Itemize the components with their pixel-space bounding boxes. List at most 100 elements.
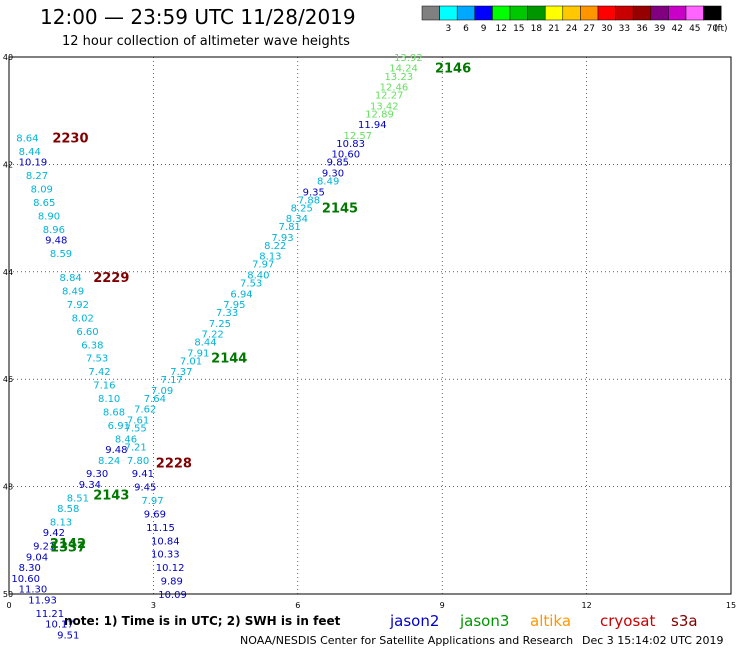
wave-height-value: 10.09 [158, 590, 187, 601]
wave-height-value: 8.44 [19, 147, 41, 158]
wave-height-value: 7.21 [125, 442, 147, 453]
mission-legend-item: s3a [671, 612, 698, 630]
lat-tick-label: 40 [3, 53, 13, 62]
wave-height-observations: 13.9214.2413.2312.4612.2713.4212.8911.94… [11, 53, 422, 641]
wave-height-value: 7.16 [93, 381, 115, 392]
wave-height-value: 11.93 [28, 595, 57, 606]
wave-height-value: 7.53 [86, 354, 108, 365]
scale-swatch [615, 5, 634, 21]
scale-tick-label: 15 [513, 24, 524, 34]
wave-height-value: 6.38 [81, 340, 103, 351]
wave-height-value: 9.42 [43, 528, 65, 539]
wave-height-value: 7.53 [240, 279, 262, 290]
wave-height-value: 7.88 [298, 195, 320, 206]
wave-height-value: 7.95 [223, 300, 245, 311]
lon-tick-label: 15 [726, 601, 736, 610]
lat-tick-label: 46 [3, 375, 13, 384]
wave-height-value: 9.30 [322, 168, 344, 179]
wave-height-value: 8.30 [19, 563, 41, 574]
wave-height-value: 9.69 [144, 509, 166, 520]
wave-height-value: 6.94 [230, 289, 252, 300]
wave-height-value: 7.09 [151, 386, 173, 397]
pass-number-label: 2145 [322, 201, 358, 216]
wave-height-value: 8.90 [38, 211, 60, 222]
scale-swatch [562, 5, 581, 21]
wave-height-value: 10.12 [156, 563, 185, 574]
scale-swatch [650, 5, 669, 21]
lon-tick-label: 6 [295, 601, 300, 610]
scale-tick-label: 21 [548, 24, 559, 34]
wave-height-value: 8.25 [291, 203, 313, 214]
wave-height-value: 7.37 [170, 367, 192, 378]
wave-height-value: 7.80 [127, 456, 149, 467]
wave-height-value: 8.64 [16, 134, 38, 145]
wave-height-value: 8.46 [115, 434, 137, 445]
scale-tick-label: 30 [601, 24, 613, 34]
footer-note: note: 1) Time is in UTC; 2) SWH is in fe… [64, 614, 341, 628]
wave-height-value: 11.15 [146, 523, 175, 534]
scale-swatch [703, 5, 722, 21]
wave-height-value: 9.51 [57, 630, 79, 641]
scale-tick-label: 39 [654, 24, 666, 34]
wave-height-value: 7.62 [134, 405, 156, 416]
lat-tick-label: 42 [3, 160, 13, 169]
wave-height-value: 7.92 [67, 300, 89, 311]
wave-height-value: 8.49 [317, 177, 339, 188]
wave-height-value: 9.30 [86, 469, 108, 480]
wave-height-value: 10.19 [19, 158, 48, 169]
scale-tick-label: 9 [481, 24, 487, 34]
longitude-labels: 0 3 6 9 12 15 [6, 601, 736, 610]
wave-height-value: 14.24 [389, 64, 418, 75]
wave-height-value: 8.13 [259, 252, 281, 263]
lon-tick-label: 12 [582, 601, 592, 610]
wave-height-value: 7.22 [202, 330, 224, 341]
wave-height-value: 6.91 [108, 421, 130, 432]
wave-height-value: 11.94 [358, 120, 387, 131]
wave-height-value: 12.57 [344, 131, 373, 142]
lat-tick-label: 50 [3, 590, 13, 599]
wave-height-value: 7.93 [271, 233, 293, 244]
scale-tick-label: 36 [636, 24, 648, 34]
mission-legend-item: cryosat [600, 612, 655, 630]
wave-height-value: 13.23 [384, 72, 413, 83]
mission-legend-item: jason3 [459, 612, 509, 630]
wave-height-value: 12.89 [365, 109, 394, 120]
scale-swatch [421, 5, 440, 21]
wave-height-value: 7.97 [141, 496, 163, 507]
scale-swatch [668, 5, 687, 21]
pass-number-label: 2142 [50, 537, 86, 552]
wave-height-value: 8.49 [62, 287, 84, 298]
wave-height-value: 7.97 [252, 260, 274, 271]
pass-number-label: 1337 [50, 541, 86, 556]
wave-height-value: 10.60 [331, 150, 360, 161]
scale-tick-label: 12 [495, 24, 506, 34]
wave-height-value: 7.17 [161, 375, 183, 386]
wave-height-value: 11.21 [35, 609, 64, 620]
wave-height-value: 9.04 [26, 552, 48, 563]
lon-tick-label: 9 [440, 601, 445, 610]
scale-swatch [685, 5, 704, 21]
scale-tick-label: 27 [583, 24, 594, 34]
scale-tick-label: 42 [671, 24, 682, 34]
wave-height-value: 11.30 [19, 585, 48, 596]
wave-height-value: 8.10 [98, 394, 120, 405]
mission-legend-item: jason2 [389, 612, 439, 630]
scale-swatch [527, 5, 546, 21]
wave-height-value: 9.41 [132, 469, 154, 480]
wave-height-value: 8.27 [26, 171, 48, 182]
wave-height-value: 9.48 [105, 445, 127, 456]
wave-height-color-scale: 3 6 9 12 15 18 21 24 27 30 33 36 39 42 45 70 [421, 5, 722, 34]
wave-height-value: 8.34 [286, 214, 308, 225]
wave-height-value: 8.22 [264, 241, 286, 252]
scale-tick-label: 45 [689, 24, 700, 34]
wave-height-value: 10.60 [11, 574, 40, 585]
scale-tick-label: 24 [566, 24, 578, 34]
scale-swatch [580, 5, 599, 21]
wave-height-value: 7.81 [279, 222, 301, 233]
scale-swatch [492, 5, 511, 21]
lon-tick-label: 0 [6, 601, 11, 610]
pass-number-label: 2228 [156, 456, 192, 471]
wave-height-value: 8.96 [43, 225, 65, 236]
wave-height-value: 10.83 [336, 139, 365, 150]
map-frame [8, 56, 732, 595]
